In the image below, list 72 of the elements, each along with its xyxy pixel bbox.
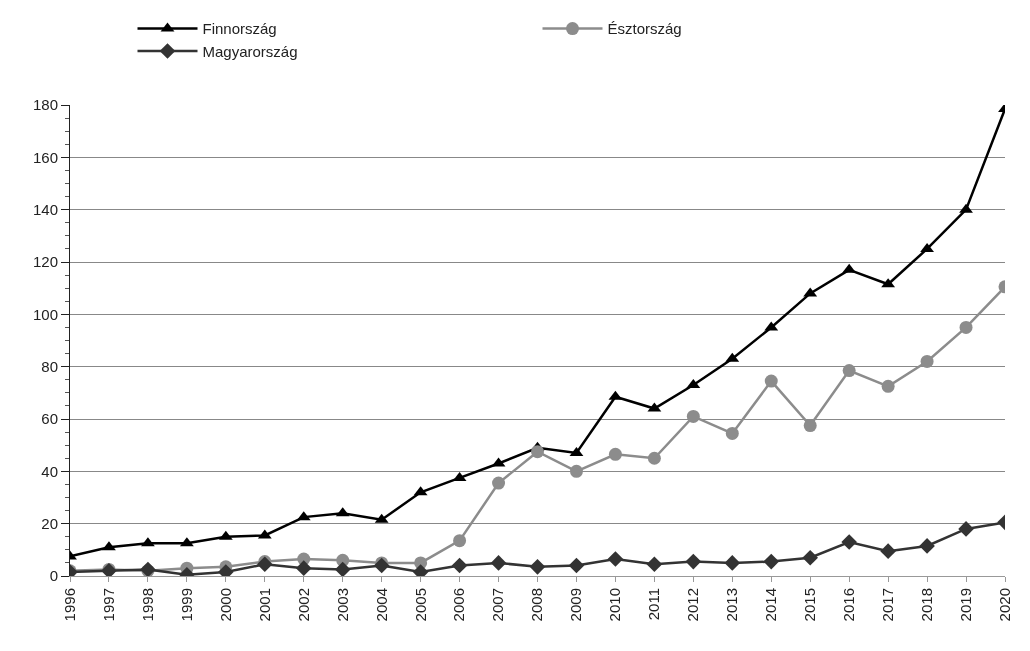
y-tick-label: 0 bbox=[49, 567, 58, 585]
x-tick-label: 2014 bbox=[762, 588, 780, 622]
point bbox=[724, 555, 741, 571]
x-tick-label: 2011 bbox=[645, 588, 663, 621]
point bbox=[764, 374, 778, 388]
y-tick-label: 20 bbox=[41, 514, 58, 532]
point bbox=[373, 557, 390, 574]
x-tick-label: 2012 bbox=[684, 588, 702, 622]
point bbox=[102, 541, 116, 551]
point bbox=[959, 320, 973, 334]
x-tick-label: 2010 bbox=[606, 588, 624, 622]
point bbox=[492, 476, 506, 490]
x-tick-label: 2008 bbox=[528, 588, 546, 622]
point bbox=[607, 551, 624, 567]
point bbox=[958, 521, 974, 537]
point bbox=[569, 464, 583, 478]
point bbox=[453, 534, 467, 548]
x-tick-label: 1999 bbox=[177, 588, 195, 622]
point bbox=[256, 556, 273, 573]
x-tick-label: 2005 bbox=[411, 588, 429, 622]
x-tick-label: 2007 bbox=[489, 588, 507, 622]
point bbox=[568, 557, 585, 574]
point bbox=[842, 364, 856, 378]
point bbox=[802, 549, 819, 566]
point bbox=[531, 445, 544, 459]
y-tick-label: 100 bbox=[32, 305, 58, 323]
legend-label: Magyarország bbox=[202, 42, 298, 60]
point bbox=[685, 553, 702, 570]
point bbox=[451, 557, 468, 574]
x-tick-label: 1998 bbox=[138, 588, 156, 622]
x-tick-label: 2017 bbox=[879, 588, 897, 622]
x-tick-label: 2002 bbox=[294, 588, 312, 622]
point bbox=[608, 447, 622, 461]
x-tick-label: 2000 bbox=[216, 588, 234, 622]
x-tick-label: 1997 bbox=[99, 588, 117, 622]
point bbox=[686, 409, 700, 423]
point bbox=[490, 555, 507, 571]
x-tick-label: 2001 bbox=[255, 588, 273, 622]
x-tick-label: 2006 bbox=[450, 588, 468, 622]
y-tick-label: 120 bbox=[32, 253, 58, 271]
point bbox=[919, 538, 935, 554]
legend-label: Észtország bbox=[607, 20, 682, 38]
x-tick-label: 2016 bbox=[840, 588, 858, 622]
x-tick-label: 1996 bbox=[60, 588, 78, 622]
point bbox=[880, 543, 896, 559]
point bbox=[647, 451, 661, 465]
point bbox=[334, 561, 351, 576]
x-tick-label: 2009 bbox=[567, 588, 585, 622]
point bbox=[920, 354, 934, 368]
x-tick-label: 2013 bbox=[723, 588, 741, 622]
y-tick-label: 60 bbox=[41, 410, 58, 428]
y-tick-label: 140 bbox=[32, 200, 58, 218]
legend-label: Finnország bbox=[202, 20, 277, 38]
x-tick-label: 2020 bbox=[995, 588, 1013, 622]
x-tick-label: 2015 bbox=[801, 588, 819, 622]
point bbox=[959, 203, 973, 213]
x-tick-label: 2004 bbox=[372, 588, 390, 622]
x-tick-label: 2019 bbox=[956, 588, 974, 622]
y-tick-label: 80 bbox=[41, 357, 58, 375]
point bbox=[295, 560, 312, 576]
point bbox=[881, 379, 895, 393]
point bbox=[841, 534, 857, 550]
y-tick-label: 40 bbox=[41, 462, 58, 480]
point bbox=[725, 426, 739, 440]
point bbox=[646, 556, 663, 573]
point bbox=[529, 559, 546, 575]
x-tick-label: 2003 bbox=[333, 588, 351, 622]
point bbox=[803, 419, 817, 433]
x-tick-label: 2018 bbox=[917, 588, 935, 622]
y-tick-label: 180 bbox=[32, 96, 58, 114]
y-tick-label: 160 bbox=[32, 148, 58, 166]
point bbox=[763, 553, 780, 570]
